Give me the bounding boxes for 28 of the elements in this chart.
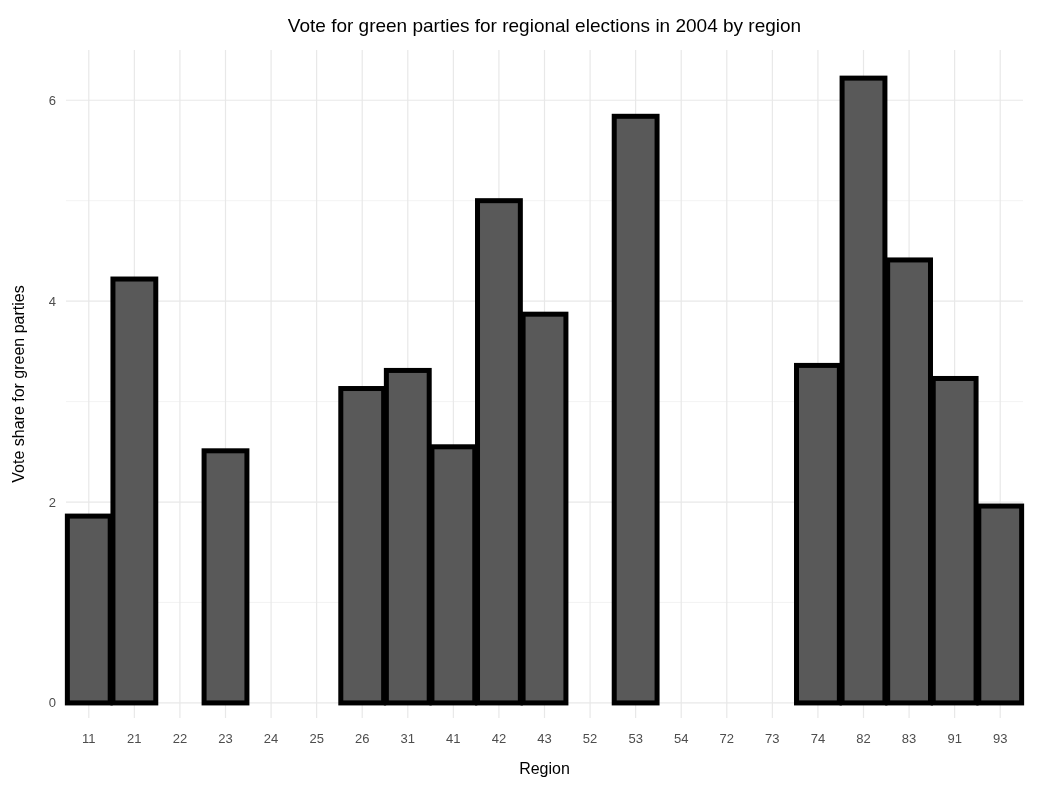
x-tick-label: 41	[446, 731, 461, 746]
x-tick-label: 52	[582, 731, 598, 746]
x-tick-label: 91	[947, 731, 962, 746]
x-tick-label: 21	[127, 731, 142, 746]
x-tick-label: 22	[172, 731, 188, 746]
y-tick-label: 4	[48, 293, 56, 309]
x-tick-label: 23	[218, 731, 233, 746]
y-tick-label: 0	[48, 695, 56, 711]
x-tick-label: 24	[263, 731, 279, 746]
x-tick-label: 26	[354, 731, 370, 746]
x-tick-label: 11	[82, 731, 96, 746]
y-tick-label: 6	[48, 92, 56, 108]
x-tick-label: 25	[309, 731, 324, 746]
x-tick-label: 72	[719, 731, 735, 746]
x-tick-label: 54	[673, 731, 689, 746]
x-tick-label: 74	[810, 731, 826, 746]
x-tick-label: 31	[400, 731, 416, 746]
y-axis-title: Vote share for green parties	[10, 285, 27, 483]
x-tick-label: 83	[901, 731, 917, 746]
chart-title: Vote for green parties for regional elections in 2004 by region	[287, 15, 802, 36]
x-tick-label: 73	[765, 731, 780, 746]
x-tick-label: 82	[856, 731, 871, 746]
x-tick-label: 43	[537, 731, 552, 746]
x-axis-title: Region	[519, 760, 570, 777]
x-tick-label: 42	[491, 731, 507, 746]
y-tick-label: 2	[48, 494, 56, 510]
x-tick-label: 53	[628, 731, 643, 746]
x-tick-label: 93	[992, 731, 1008, 746]
